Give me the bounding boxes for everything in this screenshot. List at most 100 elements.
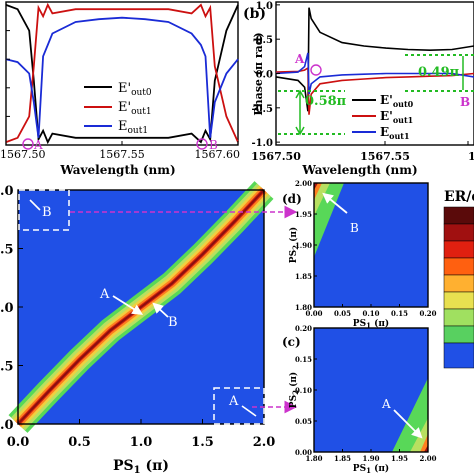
series-line [5,4,239,145]
panel-a-series [5,2,239,145]
colorbar-swatches [443,206,474,369]
colorbar-swatch [443,257,474,276]
tick-label: 0.0 [256,70,273,81]
tick-label: 1.5 [191,435,214,450]
tick-label: 0.20 [295,324,312,333]
series-line [5,16,239,138]
tick-label: 1 [468,150,474,163]
tick-label: .0 [0,301,14,316]
tick-label: 0.20 [419,309,436,318]
panel-a: 1567.50 1567.55 1567.60 E'out0 E'out1 Eout… [0,1,241,177]
heatmap-xlabel: PS1 (π) [113,458,169,474]
tick-label: 1.80 [295,303,312,312]
annotation-049pi: 0.49π [418,65,460,80]
legend-b-eout0-prime: E'out0 [380,93,414,109]
colorbar-swatch [443,240,474,259]
tick-label: 0.5 [68,435,91,450]
series-line [275,7,474,112]
legend-b-eout1: Eout1 [380,125,410,141]
region-box-B [18,189,70,231]
colorbar-swatch [443,308,474,327]
colorbar-swatch [443,291,474,310]
tick-label: 1.95 [391,454,408,463]
heatmap-label-B-center: B [168,315,178,330]
heatmap-label-B-corner: B [42,205,52,220]
panel-d-ticks: 0.00 0.05 0.10 0.15 0.20 2.00 1.95 1.90 1.85 1.80 [295,179,437,318]
panel-b-legend: E'out0 E'out1 Eout1 [352,93,414,141]
panel-d: (d) B 0.00 0.05 0.10 0.15 0.20 2.00 1.95 1.90 1.… [282,179,437,330]
tick-label: .5 [0,360,14,375]
panel-d-ylabel: PS2 (π) [288,227,300,263]
legend-eout1: Eout1 [118,119,148,136]
colorbar-swatch [443,206,474,225]
panel-b-label-A: A [294,52,305,66]
panel-c-ticks: 1.80 1.85 1.90 1.95 2.00 0.20 0.15 0.10 0.05 0.00 [295,324,437,463]
tick-label: 0.10 [295,386,312,395]
panel-c-tag: (c) [282,335,301,349]
panel-b-tag: (b) [243,6,266,22]
panel-b-series [275,7,474,115]
tick-label: 1.0 [130,435,153,450]
legend-b-eout1-prime: E'out1 [380,109,413,125]
tick-label: 2.00 [295,179,312,188]
colorbar: ER/d [443,189,474,369]
tick-label: .0 [0,184,14,199]
tick-label: 1567.50 [251,150,301,163]
series-line [5,2,239,143]
tick-label: 0.00 [305,309,322,318]
tick-label: 1567.60 [195,148,241,161]
tick-label: 1.90 [362,454,379,463]
panel-d-label-B: B [350,221,359,235]
legend-eout1-prime: E'out1 [118,100,152,117]
annotation-058pi: 0.58π [305,94,347,109]
heatmap-ticks: 0.0 0.5 1.0 1.5 2.0 .0 .5 .0 .5 .0 [0,184,275,450]
tick-label: 1.85 [334,454,351,463]
panel-a-label-B: B [209,138,218,152]
tick-label: 1.95 [295,210,312,219]
tick-label: 1.85 [295,272,312,281]
colorbar-swatch [443,274,474,293]
panel-b-xlabel: Wavelength (nm) [301,163,417,177]
colorbar-title: ER/d [444,189,474,205]
panel-d-xlabel: PS1 (π) [353,318,389,330]
series-line [275,66,474,115]
panel-b-phase-markers [278,54,474,136]
tick-label: 0.15 [391,309,408,318]
tick-label: 0.05 [295,417,312,426]
panel-a-xlabel: Wavelength (nm) [59,163,175,177]
legend-eout0-prime: E'out0 [118,81,152,98]
tick-label: -1.0 [251,138,273,149]
panel-d-tag: (d) [282,192,302,206]
colorbar-swatch [443,342,474,369]
tick-label: 0.00 [295,448,312,457]
panel-a-legend: E'out0 E'out1 Eout1 [84,81,152,136]
tick-label: 0.10 [362,309,379,318]
panel-a-label-A: A [33,138,43,152]
heatmap-label-A-center: A [99,287,110,302]
tick-label: 1567.55 [360,150,410,163]
tick-label: .5 [0,243,14,258]
colorbar-swatch [443,223,474,242]
tick-label: 2.0 [253,435,276,450]
tick-label: 0.15 [295,355,312,364]
tick-label: 0.05 [334,309,351,318]
panel-b-label-B: B [460,95,470,109]
tick-label: 1567.50 [0,148,46,161]
tick-label: 1.90 [295,241,312,250]
tick-label: -0.5 [251,104,273,115]
tick-label: 1567.55 [99,148,145,161]
tick-label: .0 [0,418,14,433]
region-box-A [213,387,265,425]
panel-c-label-A: A [381,397,391,411]
tick-label: 1.80 [305,454,322,463]
colorbar-swatch [443,325,474,344]
heatmap-label-A-corner: A [228,394,239,409]
panel-a-ticks: 1567.50 1567.55 1567.60 [0,1,241,161]
tick-label: 0.0 [7,435,30,450]
tick-label: 1.0 [256,1,273,12]
panel-b-ylabel: Phase (π rad) [252,32,265,115]
panel-c: (c) A 1.80 1.85 1.90 1.95 2.00 0.20 0.15 0.10 0.… [282,324,437,474]
